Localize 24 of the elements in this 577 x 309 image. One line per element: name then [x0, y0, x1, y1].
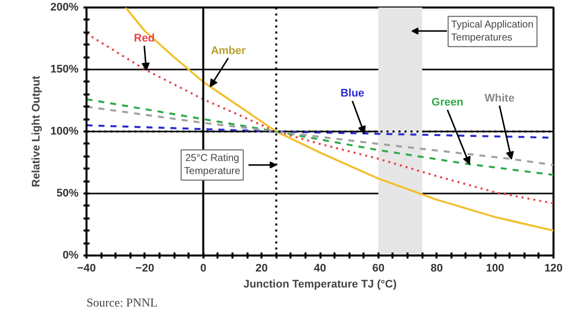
y-tick-label: 200%	[50, 2, 79, 14]
x-tick-label: −20	[136, 262, 154, 274]
text: Amber	[210, 44, 246, 57]
x-tick-label: 40	[314, 262, 326, 274]
x-tick-label: 120	[544, 262, 563, 274]
y-axis-title: Relative Light Output	[30, 76, 42, 188]
x-tick-label: −40	[77, 262, 96, 274]
x-tick-label: 100	[486, 262, 504, 274]
series-label: Red	[134, 32, 155, 44]
y-tick-label: 50%	[56, 188, 79, 200]
x-tick-label: 0	[200, 262, 206, 274]
text: Blue	[340, 88, 364, 100]
x-tick-label: 60	[372, 262, 385, 274]
band-label: Typical Application Temperatures	[451, 19, 534, 44]
x-axis-title: Junction Temperature TJ (°C)	[243, 278, 397, 290]
y-tick-label: 0%	[62, 250, 79, 262]
y-tick-label: 100%	[50, 126, 79, 138]
y-tick-label: 150%	[50, 64, 79, 76]
text: White	[484, 92, 514, 104]
x-tick-label: 80	[430, 262, 443, 274]
ref-line-label: 25°C Rating Temperature	[184, 152, 241, 178]
x-tick-label: 20	[256, 262, 268, 274]
source-note: Source: PNNL	[86, 296, 158, 309]
text: Green	[432, 96, 464, 109]
